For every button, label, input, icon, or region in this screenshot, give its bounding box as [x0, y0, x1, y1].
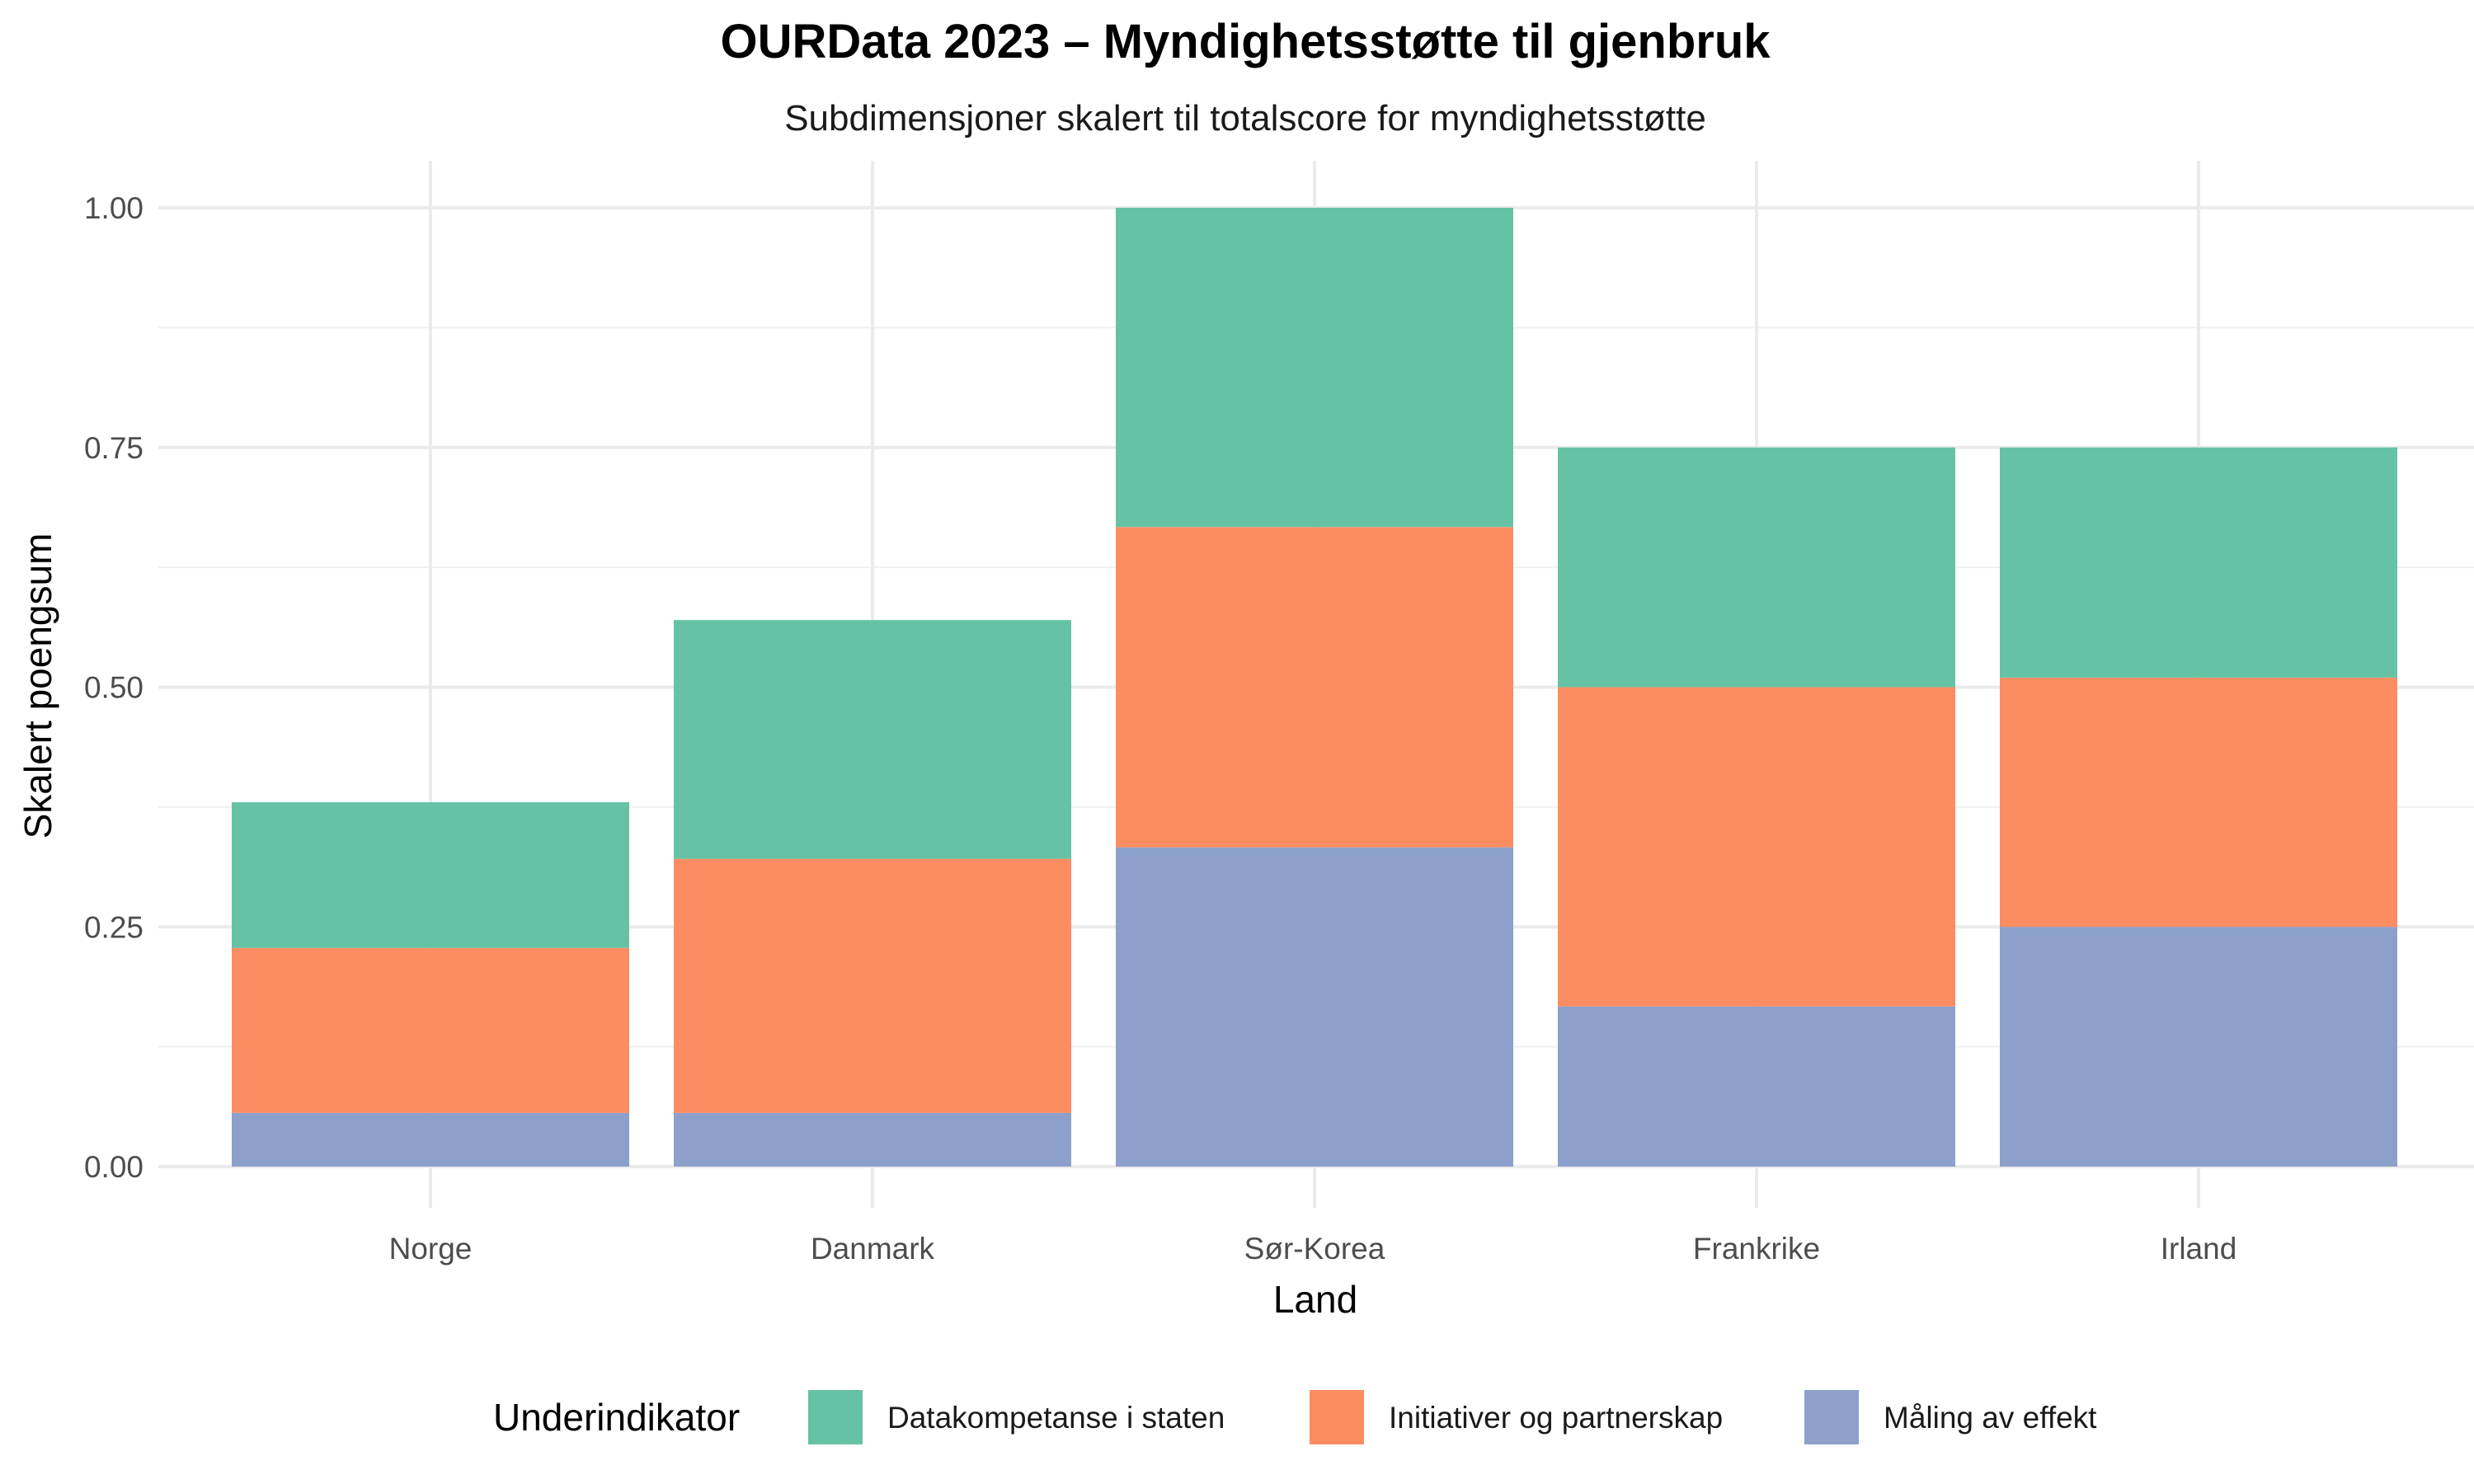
y-axis-title: Skalert poengsum — [16, 533, 59, 839]
y-tick-label: 1.00 — [84, 191, 143, 225]
legend: Underindikator Datakompetanse i staten In… — [493, 1390, 2097, 1444]
bar-norge-maling-av-effekt — [232, 1112, 629, 1167]
bar-frankrike-maling-av-effekt — [1558, 1006, 1955, 1167]
bar-danmark-maling-av-effekt — [674, 1112, 1071, 1167]
bar-sor-korea-initiativer-og-partnerskap — [1116, 527, 1513, 848]
y-tick-label: 0.25 — [84, 910, 143, 944]
chart-title: OURData 2023 – Myndighetsstøtte til gjen… — [720, 15, 1771, 68]
bar-sor-korea-datakompetanse-i-staten — [1116, 208, 1513, 528]
legend-title: Underindikator — [493, 1396, 740, 1439]
legend-key-maling-av-effekt — [1804, 1390, 1859, 1444]
bar-sor-korea-maling-av-effekt — [1116, 847, 1513, 1167]
x-tick-label-frankrike: Frankrike — [1693, 1232, 1820, 1266]
bar-danmark-initiativer-og-partnerskap — [674, 858, 1071, 1113]
y-tick-label: 0.75 — [84, 431, 143, 465]
legend-key-datakompetanse-i-staten — [808, 1390, 863, 1444]
bar-norge-initiativer-og-partnerskap — [232, 947, 629, 1113]
x-tick-label-norge: Norge — [389, 1232, 473, 1266]
legend-label-datakompetanse-i-staten: Datakompetanse i staten — [887, 1401, 1225, 1435]
x-tick-label-sor-korea: Sør-Korea — [1244, 1232, 1385, 1266]
y-tick-label: 0.00 — [84, 1150, 143, 1184]
bar-irland-datakompetanse-i-staten — [2000, 447, 2397, 678]
bar-norge-datakompetanse-i-staten — [232, 802, 629, 948]
legend-key-initiativer-og-partnerskap — [1310, 1390, 1364, 1444]
bars — [232, 208, 2397, 1167]
y-tick-labels: 0.00 0.25 0.50 0.75 1.00 — [84, 191, 143, 1184]
bar-irland-maling-av-effekt — [2000, 927, 2397, 1167]
bar-irland-initiativer-og-partnerskap — [2000, 677, 2397, 928]
x-axis-title: Land — [1273, 1278, 1357, 1321]
x-tick-label-danmark: Danmark — [811, 1232, 935, 1266]
bar-frankrike-initiativer-og-partnerskap — [1558, 687, 1955, 1007]
legend-label-maling-av-effekt: Måling av effekt — [1884, 1401, 2097, 1435]
x-tick-label-irland: Irland — [2161, 1232, 2237, 1266]
chart-subtitle: Subdimensjoner skalert til totalscore fo… — [784, 98, 1706, 139]
x-tick-labels: Norge Danmark Sør-Korea Frankrike Irland — [389, 1232, 2237, 1266]
legend-label-initiativer-og-partnerskap: Initiativer og partnerskap — [1389, 1401, 1723, 1435]
bar-frankrike-datakompetanse-i-staten — [1558, 447, 1955, 688]
bar-danmark-datakompetanse-i-staten — [674, 620, 1071, 859]
y-tick-label: 0.50 — [84, 671, 143, 705]
